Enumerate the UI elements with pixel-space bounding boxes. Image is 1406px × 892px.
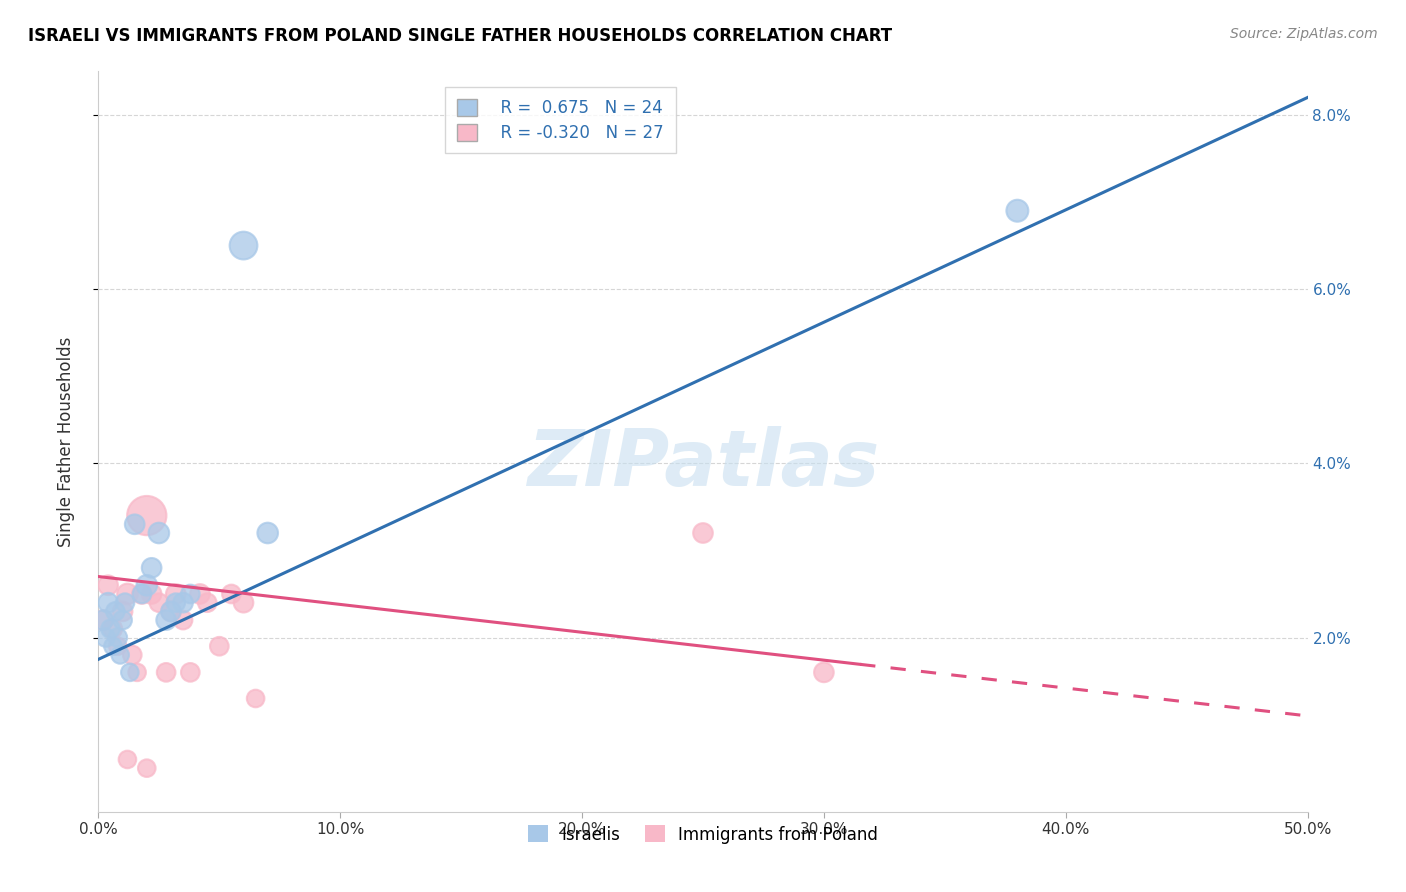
Legend: Israelis, Immigrants from Poland: Israelis, Immigrants from Poland [516, 814, 890, 855]
Point [188, 587, 211, 601]
Point [179, 665, 201, 680]
Point [104, 604, 127, 618]
Point [221, 587, 243, 601]
Point [179, 587, 201, 601]
Point [208, 639, 231, 653]
Point [97, 596, 120, 610]
Point [118, 665, 141, 680]
Point [165, 596, 187, 610]
Point [127, 665, 149, 680]
Point [141, 587, 163, 601]
Point [148, 526, 170, 541]
Point [101, 622, 124, 636]
Point [172, 596, 194, 610]
Point [232, 238, 254, 252]
Point [91, 613, 114, 627]
Point [135, 508, 157, 523]
Point [131, 587, 153, 601]
Point [172, 613, 194, 627]
Point [117, 752, 139, 766]
Text: ZIPatlas: ZIPatlas [527, 425, 879, 502]
Point [195, 596, 218, 610]
Point [135, 761, 157, 775]
Point [124, 517, 146, 532]
Point [100, 622, 122, 636]
Point [232, 596, 254, 610]
Point [155, 665, 177, 680]
Point [114, 596, 136, 610]
Point [121, 648, 143, 662]
Point [135, 578, 157, 592]
Text: ISRAELI VS IMMIGRANTS FROM POLAND SINGLE FATHER HOUSEHOLDS CORRELATION CHART: ISRAELI VS IMMIGRANTS FROM POLAND SINGLE… [28, 27, 893, 45]
Point [692, 526, 714, 541]
Point [813, 665, 835, 680]
Text: Source: ZipAtlas.com: Source: ZipAtlas.com [1230, 27, 1378, 41]
Point [245, 691, 267, 706]
Point [160, 604, 183, 618]
Point [256, 526, 278, 541]
Y-axis label: Single Father Households: Single Father Households [56, 336, 75, 547]
Point [165, 587, 187, 601]
Point [131, 587, 153, 601]
Point [1007, 203, 1029, 218]
Point [111, 613, 134, 627]
Point [160, 604, 183, 618]
Point [107, 631, 129, 645]
Point [148, 596, 170, 610]
Point [111, 604, 134, 618]
Point [91, 613, 114, 627]
Point [117, 587, 139, 601]
Point [107, 639, 129, 653]
Point [97, 578, 120, 592]
Point [94, 631, 117, 645]
Point [141, 561, 163, 575]
Point [155, 613, 177, 627]
Point [101, 639, 124, 653]
Point [108, 648, 131, 662]
